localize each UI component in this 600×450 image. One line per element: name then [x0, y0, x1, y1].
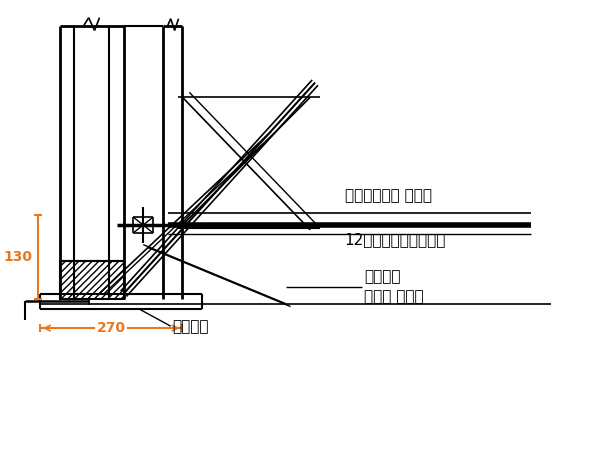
Text: （周转 使用）: （周转 使用） — [364, 289, 424, 304]
Text: 12号槽钔（周转使用）: 12号槽钔（周转使用） — [344, 232, 446, 247]
Text: 外连杆（周转 使用）: 外连杆（周转 使用） — [344, 188, 431, 203]
Text: 连接螺母: 连接螺母 — [364, 270, 401, 284]
Text: 地脚螺栓: 地脚螺栓 — [173, 319, 209, 334]
Text: 270: 270 — [97, 321, 126, 335]
Text: 130: 130 — [3, 250, 32, 264]
Bar — [59, 261, 124, 299]
